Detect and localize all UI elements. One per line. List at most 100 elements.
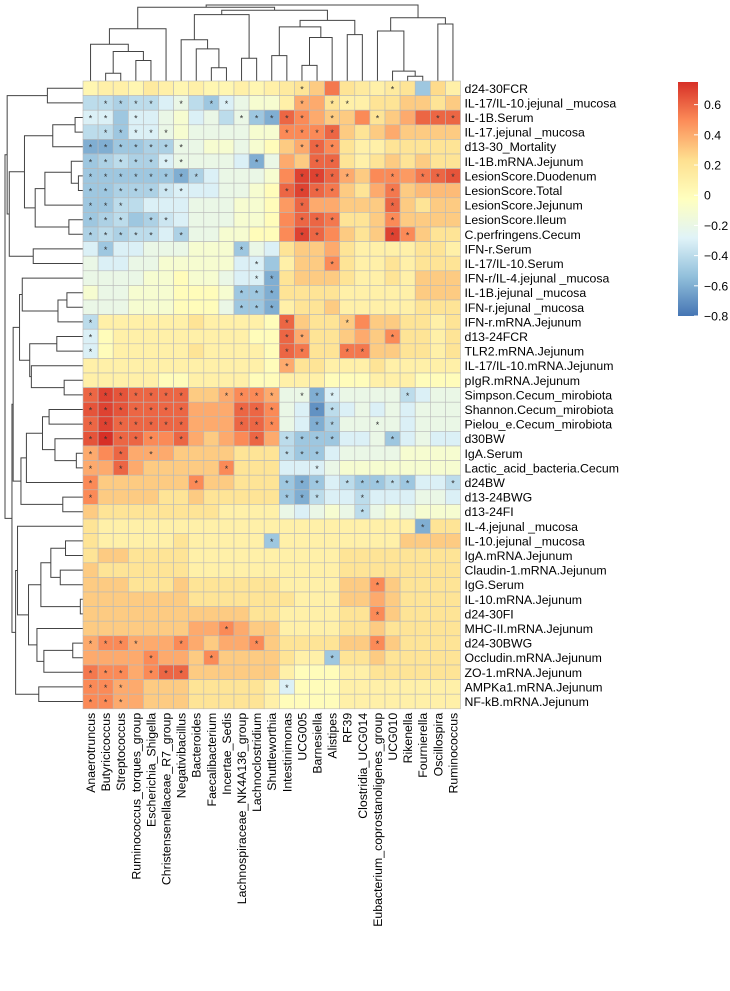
heatmap-cell: [264, 154, 279, 169]
heatmap-cell: [325, 300, 340, 315]
heatmap-cell: [430, 271, 445, 286]
significance-star: *: [240, 289, 244, 299]
heatmap-cell: [128, 504, 143, 519]
dendrogram-branch: [91, 44, 129, 81]
heatmap-cell: [83, 373, 98, 388]
dendrogram-branch: [51, 548, 66, 577]
heatmap-cell: [340, 417, 355, 432]
heatmap-cell: [159, 592, 174, 607]
heatmap-cell: [174, 198, 189, 213]
heatmap-cell: [445, 285, 460, 300]
heatmap-cell: [174, 607, 189, 622]
significance-star: *: [164, 172, 168, 182]
heatmap-cell: [204, 271, 219, 286]
dendrogram-branch: [67, 293, 83, 308]
heatmap-cell: [430, 563, 445, 578]
row-label: IL-1B.Serum: [465, 111, 534, 125]
heatmap-cell: [400, 256, 415, 271]
heatmap-cell: [340, 446, 355, 461]
heatmap-cell: [385, 694, 400, 709]
significance-star: *: [270, 420, 274, 430]
significance-star: *: [361, 493, 365, 503]
significance-star: *: [285, 114, 289, 124]
heatmap-cell: [189, 548, 204, 563]
significance-star: *: [104, 683, 108, 693]
heatmap-cell: [264, 519, 279, 534]
significance-star: *: [134, 391, 138, 401]
legend-tick-label: −0.8: [704, 310, 728, 324]
dendrogram-branch: [78, 176, 83, 191]
heatmap-cell: [204, 169, 219, 184]
heatmap-cell: [128, 621, 143, 636]
significance-star: *: [391, 201, 395, 211]
dendrogram-branch: [39, 687, 83, 702]
heatmap-cell: [159, 475, 174, 490]
heatmap-cell: [174, 242, 189, 257]
heatmap-cell: [249, 577, 264, 592]
significance-star: *: [89, 639, 93, 649]
significance-star: *: [300, 187, 304, 197]
significance-star: *: [285, 493, 289, 503]
heatmap-cell: [189, 607, 204, 622]
heatmap-cell: [400, 694, 415, 709]
dendrogram-branch: [75, 118, 83, 133]
heatmap-cell: [174, 548, 189, 563]
column-label: Streptococcus: [114, 713, 128, 791]
heatmap-cell: [264, 577, 279, 592]
heatmap-cell: [219, 665, 234, 680]
heatmap-cell: [415, 417, 430, 432]
heatmap-cell: [83, 607, 98, 622]
dendrogram-branch: [58, 300, 83, 322]
heatmap-cell: [325, 548, 340, 563]
row-label: TLR2.mRNA.Jejunum: [465, 345, 585, 359]
heatmap-cell: [249, 242, 264, 257]
heatmap-cell: [98, 504, 113, 519]
significance-star: *: [421, 522, 425, 532]
significance-star: *: [376, 610, 380, 620]
heatmap-cell: [128, 344, 143, 359]
heatmap-cell: [400, 548, 415, 563]
significance-star: *: [300, 128, 304, 138]
significance-star: *: [330, 172, 334, 182]
significance-star: *: [315, 420, 319, 430]
heatmap-cell: [264, 227, 279, 242]
heatmap-cell: [159, 534, 174, 549]
heatmap-cell: [249, 183, 264, 198]
row-label: IL-4.jejunal _mucosa: [465, 520, 579, 534]
legend-tick-label: 0: [704, 189, 711, 203]
heatmap-cell: [325, 446, 340, 461]
heatmap-cell: [430, 680, 445, 695]
heatmap-cell: [340, 694, 355, 709]
heatmap-cell: [219, 198, 234, 213]
heatmap-cell: [204, 534, 219, 549]
heatmap-cell: [340, 227, 355, 242]
heatmap-cell: [325, 271, 340, 286]
heatmap-cell: [219, 169, 234, 184]
heatmap-cell: [355, 212, 370, 227]
heatmap-cell: [189, 417, 204, 432]
significance-star: *: [345, 347, 349, 357]
heatmap-cell: [279, 81, 294, 96]
heatmap-cell: [400, 212, 415, 227]
row-label: IL-10.jejunal _mucosa: [465, 534, 585, 548]
heatmap-cell: [174, 125, 189, 140]
heatmap-cell: [159, 256, 174, 271]
heatmap-cell: [415, 271, 430, 286]
heatmap-cell: [234, 431, 249, 446]
heatmap-cell: [445, 96, 460, 111]
heatmap-cell: [174, 592, 189, 607]
heatmap-cell: [219, 431, 234, 446]
heatmap-cell: [430, 431, 445, 446]
heatmap-cell: [310, 680, 325, 695]
heatmap-cell: [430, 461, 445, 476]
heatmap-cell: [415, 388, 430, 403]
heatmap-cell: [340, 329, 355, 344]
heatmap-cell: [415, 139, 430, 154]
heatmap-cell: [83, 577, 98, 592]
significance-star: *: [300, 391, 304, 401]
significance-star: *: [89, 406, 93, 416]
heatmap-cell: [249, 607, 264, 622]
heatmap-cell: [445, 417, 460, 432]
heatmap-cell: [98, 285, 113, 300]
heatmap-cell: [113, 504, 128, 519]
